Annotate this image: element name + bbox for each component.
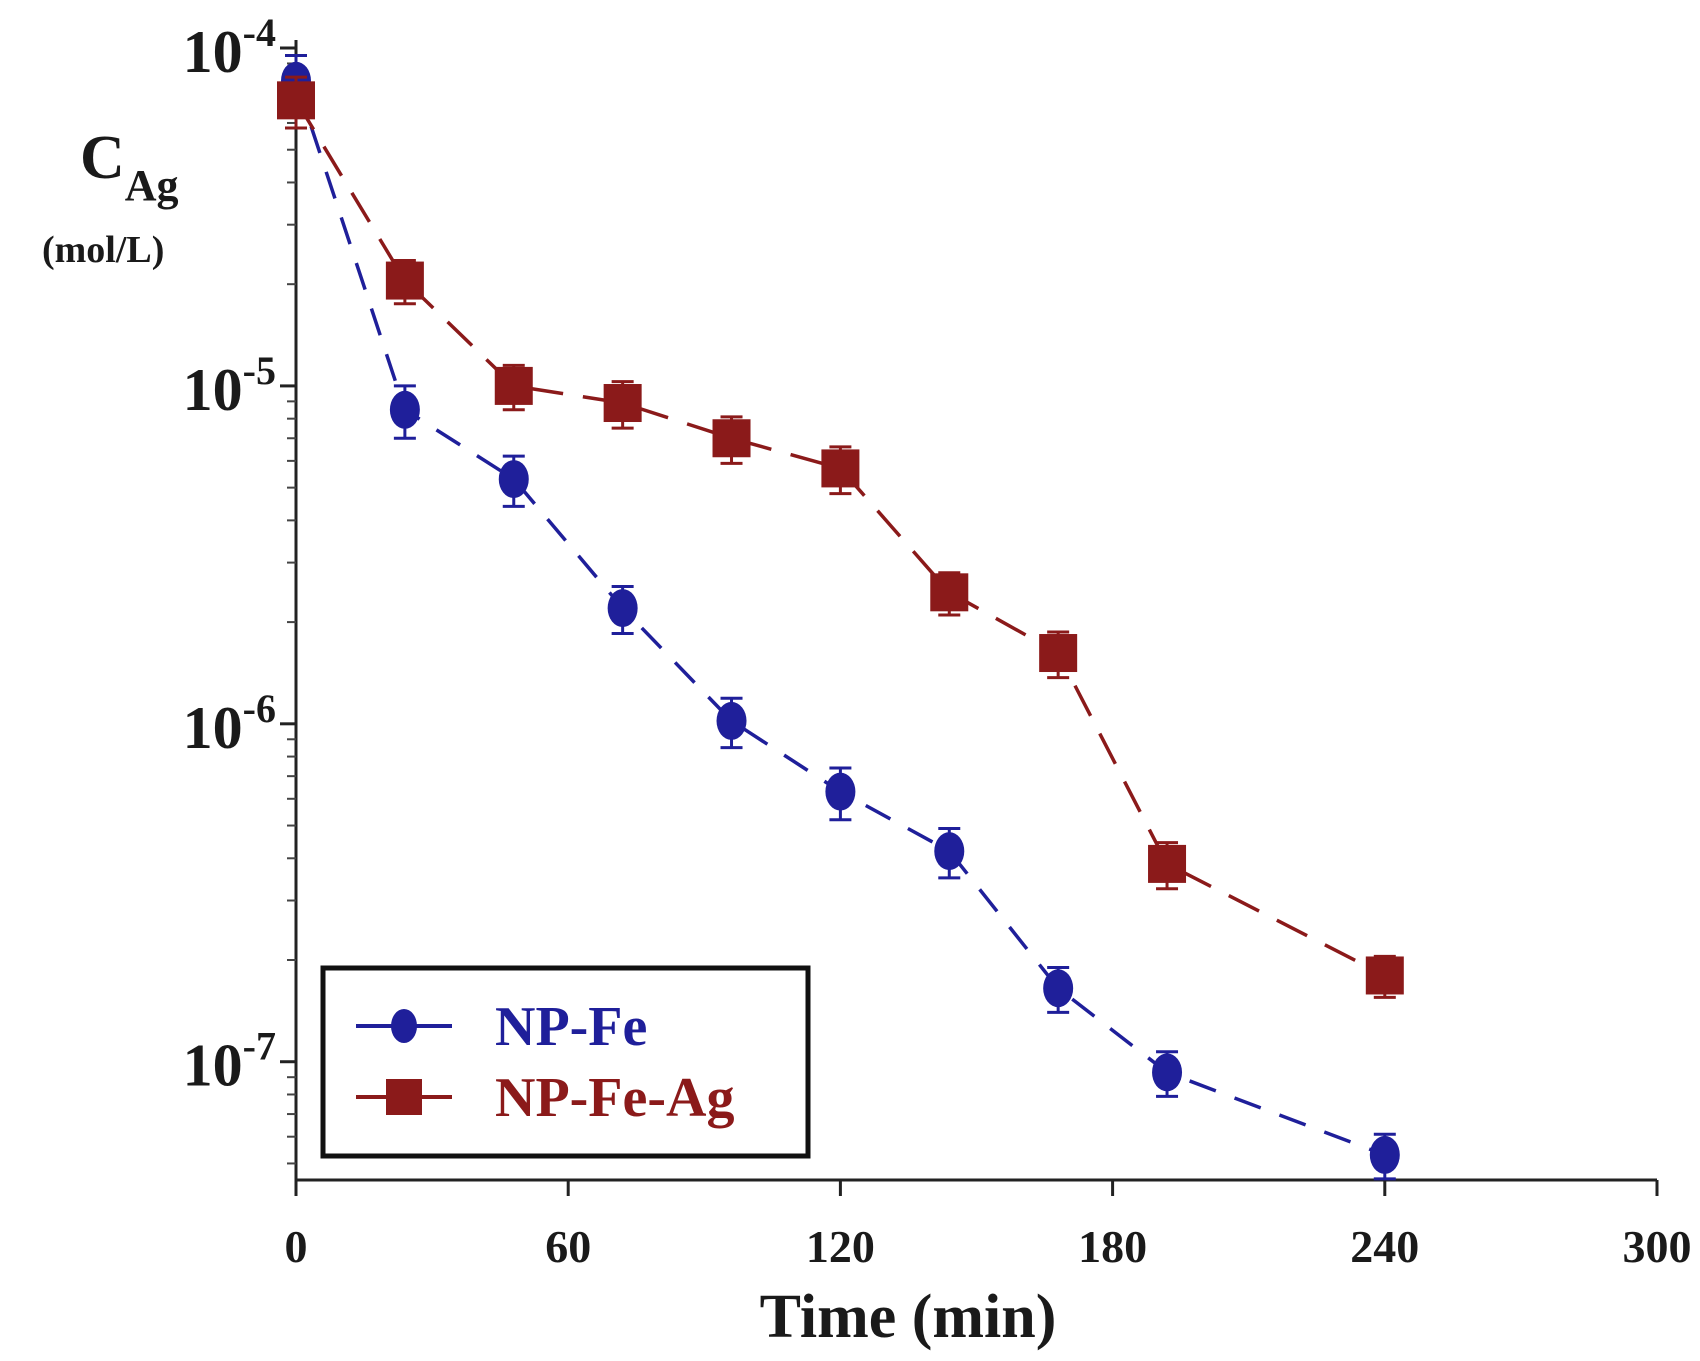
- series-line: [294, 99, 1386, 978]
- series-line: [294, 80, 1386, 1157]
- x-axis-title: Time (min): [760, 1283, 1057, 1351]
- data-point: [1152, 1053, 1183, 1092]
- legend-marker: [386, 1079, 422, 1115]
- y-tick-label: 10-4: [183, 10, 276, 85]
- x-tick-label: 120: [806, 1221, 875, 1272]
- legend-box: [320, 965, 811, 1159]
- data-point: [930, 573, 969, 612]
- data-point: [934, 832, 965, 871]
- y-axis-title: CAg: [80, 124, 179, 210]
- legend-label: NP-Fe: [495, 996, 647, 1058]
- y-tick-label-exponent: -5: [243, 348, 276, 393]
- y-tick-label-base: 10: [183, 1033, 243, 1099]
- data-point: [277, 81, 315, 120]
- data-point: [712, 419, 751, 458]
- x-tick-label: 0: [285, 1221, 308, 1272]
- y-tick-label: 10-5: [183, 348, 276, 423]
- y-tick-label-exponent: -7: [243, 1024, 276, 1069]
- data-point: [389, 390, 420, 429]
- x-tick-label: 180: [1078, 1221, 1147, 1272]
- data-point: [603, 384, 642, 423]
- x-tick-label: 300: [1623, 1221, 1692, 1272]
- data-point: [1148, 844, 1187, 883]
- y-axis-title-main: C: [80, 124, 125, 192]
- data-point: [825, 772, 856, 811]
- y-tick-label: 10-6: [183, 686, 276, 761]
- y-tick-label: 10-7: [183, 1024, 276, 1099]
- y-tick-label-base: 10: [183, 695, 243, 761]
- y-tick-label-exponent: -6: [243, 686, 276, 731]
- y-tick-label-base: 10: [183, 19, 243, 85]
- data-point: [1043, 969, 1074, 1008]
- legend: NP-Fe NP-Fe-Ag: [320, 965, 811, 1159]
- y-tick-label-base: 10: [183, 357, 243, 423]
- data-point: [498, 460, 529, 499]
- data-point: [1365, 956, 1404, 995]
- data-point: [716, 701, 747, 740]
- data-point: [1039, 634, 1078, 673]
- data-point: [607, 589, 638, 628]
- data-point: [1369, 1135, 1400, 1174]
- x-tick-label: 60: [545, 1221, 591, 1272]
- legend-item: NP-Fe-Ag: [356, 1067, 734, 1129]
- data-point: [385, 261, 424, 300]
- legend-label: NP-Fe-Ag: [495, 1067, 734, 1129]
- y-axis-title-subscript: Ag: [125, 161, 179, 210]
- legend-item: NP-Fe: [356, 996, 647, 1058]
- data-point: [821, 449, 860, 488]
- x-tick-label: 240: [1350, 1221, 1419, 1272]
- legend-marker: [391, 1009, 417, 1043]
- y-axis-unit: (mol/L): [42, 229, 164, 271]
- axis-labels: CAg (mol/L) Time (min): [42, 124, 1056, 1351]
- data-point: [494, 366, 533, 405]
- series-np-fe-ag: [277, 75, 1404, 999]
- y-tick-label-exponent: -4: [243, 10, 276, 55]
- series-layer: [277, 54, 1404, 1181]
